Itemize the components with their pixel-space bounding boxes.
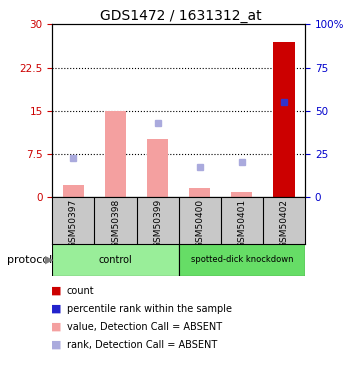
Text: percentile rank within the sample: percentile rank within the sample bbox=[67, 304, 232, 313]
Text: count: count bbox=[67, 286, 95, 296]
Text: GSM50400: GSM50400 bbox=[195, 199, 204, 248]
Text: GSM50398: GSM50398 bbox=[111, 199, 120, 249]
Text: GSM50397: GSM50397 bbox=[69, 199, 78, 249]
Text: ■: ■ bbox=[51, 322, 61, 332]
Text: ■: ■ bbox=[51, 304, 61, 313]
Bar bbox=[189, 188, 210, 197]
Text: ▶: ▶ bbox=[45, 255, 54, 265]
Text: rank, Detection Call = ABSENT: rank, Detection Call = ABSENT bbox=[67, 340, 217, 350]
Bar bbox=[274, 42, 295, 197]
Bar bbox=[179, 244, 305, 276]
Text: ■: ■ bbox=[51, 340, 61, 350]
Bar bbox=[147, 140, 168, 197]
Text: spotted-dick knockdown: spotted-dick knockdown bbox=[191, 255, 293, 264]
Text: ■: ■ bbox=[51, 286, 61, 296]
Text: GSM50401: GSM50401 bbox=[238, 199, 246, 248]
Text: control: control bbox=[99, 255, 132, 265]
Bar bbox=[105, 111, 126, 197]
Text: value, Detection Call = ABSENT: value, Detection Call = ABSENT bbox=[67, 322, 222, 332]
Bar bbox=[231, 192, 252, 197]
Bar bbox=[63, 185, 84, 197]
Text: GSM50402: GSM50402 bbox=[279, 199, 288, 248]
Text: protocol: protocol bbox=[7, 255, 52, 265]
Bar bbox=[52, 244, 179, 276]
Text: GDS1472 / 1631312_at: GDS1472 / 1631312_at bbox=[100, 9, 261, 23]
Text: GSM50399: GSM50399 bbox=[153, 199, 162, 249]
